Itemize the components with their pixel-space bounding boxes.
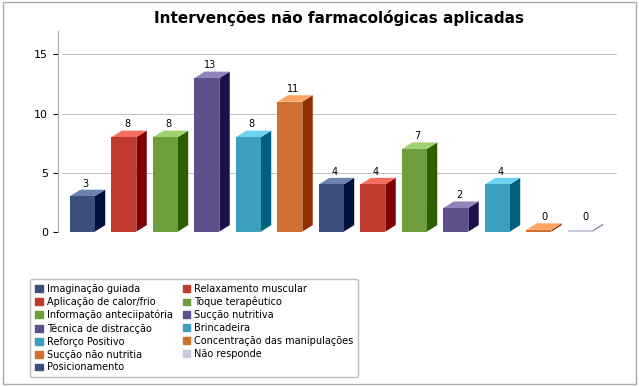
Polygon shape: [178, 130, 189, 232]
Legend: Imaginação guiada, Aplicação de calor/frio, Informação anteciipatória, Técnica d: Imaginação guiada, Aplicação de calor/fr…: [31, 279, 358, 377]
Polygon shape: [194, 78, 219, 232]
Text: 13: 13: [204, 61, 216, 70]
Text: 8: 8: [124, 120, 130, 129]
Text: 4: 4: [497, 167, 504, 177]
Polygon shape: [319, 185, 344, 232]
Polygon shape: [568, 223, 603, 230]
Title: Intervenções não farmacológicas aplicadas: Intervenções não farmacológicas aplicada…: [153, 10, 524, 25]
Polygon shape: [277, 102, 302, 232]
Polygon shape: [527, 230, 551, 232]
Polygon shape: [136, 130, 147, 232]
Polygon shape: [510, 178, 520, 232]
Polygon shape: [485, 178, 520, 185]
Polygon shape: [443, 208, 468, 232]
Text: 8: 8: [249, 120, 254, 129]
Text: 4: 4: [332, 167, 337, 177]
Polygon shape: [427, 142, 437, 232]
Polygon shape: [527, 223, 562, 230]
Polygon shape: [568, 230, 593, 232]
Polygon shape: [236, 137, 261, 232]
Polygon shape: [402, 149, 427, 232]
Polygon shape: [70, 190, 105, 196]
Polygon shape: [236, 130, 271, 137]
Polygon shape: [95, 190, 105, 232]
Polygon shape: [360, 178, 396, 185]
Polygon shape: [277, 95, 312, 102]
Text: 11: 11: [287, 84, 299, 94]
Text: 0: 0: [541, 212, 547, 222]
Text: 7: 7: [415, 131, 420, 141]
Polygon shape: [468, 201, 479, 232]
Polygon shape: [219, 72, 230, 232]
Polygon shape: [485, 185, 510, 232]
Polygon shape: [70, 196, 95, 232]
Polygon shape: [111, 137, 136, 232]
Text: 4: 4: [373, 167, 379, 177]
Polygon shape: [111, 130, 147, 137]
Polygon shape: [593, 223, 603, 232]
Polygon shape: [385, 178, 396, 232]
Polygon shape: [551, 223, 562, 232]
Polygon shape: [402, 142, 437, 149]
Text: 0: 0: [583, 212, 589, 222]
Polygon shape: [261, 130, 271, 232]
Polygon shape: [344, 178, 354, 232]
Polygon shape: [360, 185, 385, 232]
Polygon shape: [153, 137, 178, 232]
Text: 8: 8: [166, 120, 172, 129]
Text: 3: 3: [82, 178, 89, 188]
Text: 2: 2: [456, 190, 462, 200]
Polygon shape: [302, 95, 312, 232]
Polygon shape: [319, 178, 354, 185]
Polygon shape: [443, 201, 479, 208]
Polygon shape: [153, 130, 189, 137]
Polygon shape: [194, 72, 230, 78]
